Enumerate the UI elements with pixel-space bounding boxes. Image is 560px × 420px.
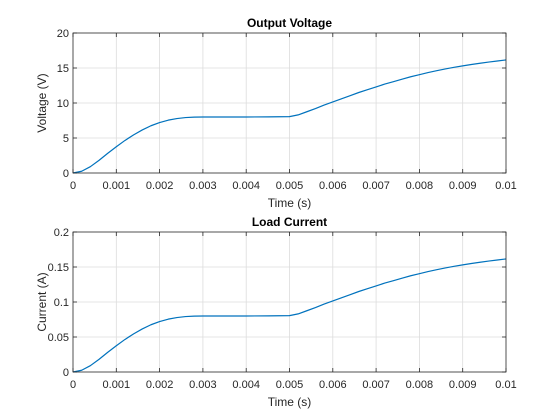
current-ticks: 0 0.001 0.002 0.003 0.004 0.005 0.006 0.007 0.00… bbox=[48, 227, 517, 391]
current-y-tick-label: 0.2 bbox=[54, 227, 69, 239]
voltage-x-tick-label: 0.006 bbox=[319, 180, 347, 192]
voltage-grid bbox=[73, 33, 506, 173]
voltage-y-tick-label: 15 bbox=[57, 63, 69, 75]
current-x-tick-label: 0.007 bbox=[362, 379, 390, 391]
current-x-tick-label: 0.006 bbox=[319, 379, 347, 391]
voltage-x-tick-label: 0.008 bbox=[406, 180, 434, 192]
voltage-x-axis-label: Time (s) bbox=[268, 196, 312, 210]
current-y-tick-label: 0 bbox=[63, 367, 69, 379]
current-chart-title: Load Current bbox=[252, 215, 327, 229]
voltage-y-axis-label: Voltage (V) bbox=[35, 73, 49, 132]
voltage-x-tick-label: 0.002 bbox=[146, 180, 174, 192]
current-y-axis-label: Current (A) bbox=[35, 272, 49, 331]
voltage-chart-title: Output Voltage bbox=[247, 16, 332, 30]
voltage-series-line bbox=[72, 59, 507, 174]
voltage-x-tick-label: 0.005 bbox=[276, 180, 304, 192]
voltage-x-tick-label: 0 bbox=[70, 180, 76, 192]
current-subplot: 0 0.001 0.002 0.003 0.004 0.005 0.006 0.007 0.00… bbox=[35, 215, 517, 409]
voltage-y-tick-label: 0 bbox=[63, 168, 69, 180]
voltage-x-tick-label: 0.001 bbox=[103, 180, 131, 192]
voltage-subplot: 0 0.001 0.002 0.003 0.004 0.005 0.006 0.007 0.00… bbox=[35, 16, 517, 210]
voltage-x-tick-label: 0.007 bbox=[362, 180, 390, 192]
current-x-tick-label: 0.009 bbox=[449, 379, 477, 391]
current-x-tick-label: 0.01 bbox=[495, 379, 516, 391]
current-x-tick-label: 0.002 bbox=[146, 379, 174, 391]
current-x-tick-label: 0.001 bbox=[103, 379, 131, 391]
current-x-tick-label: 0.008 bbox=[406, 379, 434, 391]
voltage-x-tick-label: 0.004 bbox=[232, 180, 260, 192]
voltage-y-tick-label: 5 bbox=[63, 133, 69, 145]
current-y-tick-label: 0.15 bbox=[48, 262, 69, 274]
current-y-tick-label: 0.1 bbox=[54, 297, 69, 309]
current-x-tick-label: 0.004 bbox=[232, 379, 260, 391]
current-x-tick-label: 0 bbox=[70, 379, 76, 391]
current-grid bbox=[73, 232, 506, 372]
current-x-axis-label: Time (s) bbox=[268, 395, 312, 409]
current-x-tick-label: 0.005 bbox=[276, 379, 304, 391]
voltage-y-tick-label: 10 bbox=[57, 98, 69, 110]
current-y-tick-label: 0.05 bbox=[48, 332, 69, 344]
voltage-x-tick-label: 0.01 bbox=[495, 180, 516, 192]
current-series-line bbox=[72, 258, 507, 373]
voltage-x-tick-label: 0.003 bbox=[189, 180, 217, 192]
voltage-y-tick-label: 20 bbox=[57, 28, 69, 40]
voltage-x-tick-label: 0.009 bbox=[449, 180, 477, 192]
current-x-tick-label: 0.003 bbox=[189, 379, 217, 391]
voltage-ticks: 0 0.001 0.002 0.003 0.004 0.005 0.006 0.007 0.00… bbox=[57, 28, 517, 192]
